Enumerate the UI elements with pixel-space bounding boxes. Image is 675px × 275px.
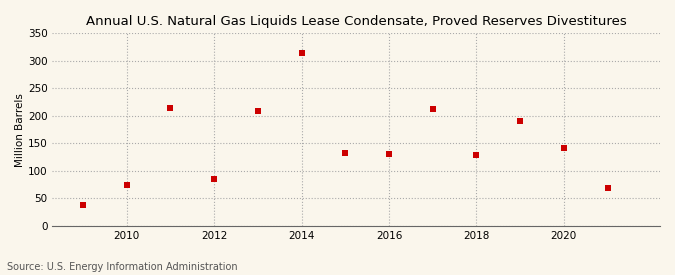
Point	[558, 145, 569, 150]
Point	[427, 107, 438, 111]
Point	[340, 150, 351, 155]
Point	[78, 203, 88, 207]
Y-axis label: Million Barrels: Million Barrels	[15, 93, 25, 167]
Point	[252, 109, 263, 114]
Point	[515, 119, 526, 123]
Point	[383, 152, 394, 156]
Point	[471, 153, 482, 158]
Text: Source: U.S. Energy Information Administration: Source: U.S. Energy Information Administ…	[7, 262, 238, 272]
Point	[122, 182, 132, 187]
Point	[296, 50, 307, 55]
Point	[602, 186, 613, 191]
Point	[209, 177, 219, 181]
Title: Annual U.S. Natural Gas Liquids Lease Condensate, Proved Reserves Divestitures: Annual U.S. Natural Gas Liquids Lease Co…	[86, 15, 626, 28]
Point	[165, 105, 176, 110]
